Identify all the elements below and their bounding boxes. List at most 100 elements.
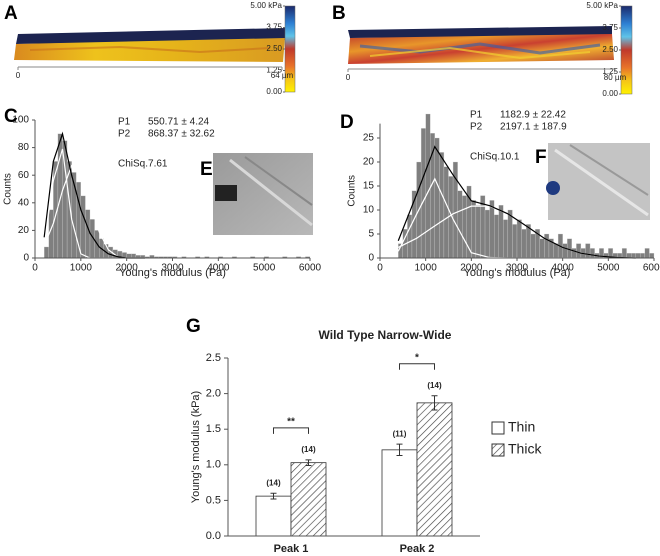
bar	[255, 495, 292, 537]
panel-label: F	[535, 147, 547, 168]
fit-param-name: P2	[470, 122, 483, 133]
histogram-bar	[571, 248, 577, 259]
significance-label: **	[287, 416, 295, 427]
significance-bracket	[399, 363, 435, 370]
cell-image-a	[14, 28, 285, 62]
inset-image-f	[546, 143, 650, 220]
scale-label: 0	[16, 71, 21, 80]
y-tick-label: 0	[368, 253, 374, 264]
cell-image-b	[348, 26, 614, 64]
colorbar-tick-label: 2.50	[602, 45, 618, 54]
y-tick-label: 40	[18, 197, 30, 208]
histogram-bar	[539, 238, 545, 259]
inset-image-e	[213, 153, 313, 235]
x-tick-label: 0	[377, 263, 383, 274]
panel-label: D	[340, 112, 354, 133]
bar	[290, 462, 327, 537]
histogram-bar	[434, 137, 440, 259]
fit-curve	[397, 145, 636, 259]
scale-label: 0	[346, 73, 351, 82]
chart-title: Wild Type Narrow-Wide	[319, 328, 452, 342]
x-tick-label: 2000	[116, 263, 139, 274]
colorbar-tick-label: 3.75	[602, 23, 618, 32]
fit-param-value: 868.37 ± 32.62	[148, 129, 215, 140]
histogram-bar	[530, 233, 536, 259]
colorbar-tick-label: 1.25	[602, 67, 618, 76]
x-tick-label: 5000	[597, 263, 620, 274]
panel-label: A	[4, 3, 18, 24]
y-tick-label: 0.5	[206, 494, 221, 506]
y-axis-title: Counts	[347, 175, 358, 207]
y-tick-label: 20	[18, 225, 30, 236]
colorbar-tick-label: 0.00	[602, 89, 618, 98]
colorbar-tick-label: 5.00 kPa	[586, 1, 618, 10]
x-tick-label: 4000	[207, 263, 230, 274]
x-tick-label: 4000	[552, 263, 575, 274]
histogram-bar	[80, 195, 86, 259]
panel-label: G	[186, 316, 201, 337]
x-tick-label: Peak 1	[274, 543, 309, 555]
histogram-bar	[475, 205, 481, 259]
histogram-bar	[553, 243, 559, 259]
histogram-bar	[131, 253, 136, 259]
histogram-bar	[635, 253, 641, 259]
histogram-bar	[484, 209, 490, 259]
fit-annotation: ChiSq.7.61	[118, 159, 168, 170]
histogram-bar	[503, 219, 509, 259]
colorbar-tick-label: 3.75	[266, 23, 282, 32]
x-tick-label: 6000	[643, 263, 660, 274]
histogram-bar	[562, 243, 568, 259]
y-tick-label: 2.0	[206, 388, 221, 400]
histogram-bar	[494, 214, 499, 259]
y-tick-label: 25	[363, 133, 375, 144]
histogram-bar	[567, 238, 572, 259]
y-tick-label: 2.5	[206, 352, 221, 364]
histogram-bar	[425, 113, 431, 259]
legend-label: Thin	[508, 419, 535, 435]
y-tick-label: 0.0	[206, 530, 221, 542]
histogram-bar	[521, 229, 527, 259]
sample-size-label: (11)	[393, 429, 407, 438]
x-tick-label: 1000	[70, 263, 93, 274]
histogram-bar	[439, 152, 445, 259]
fit-param-name: P2	[118, 129, 131, 140]
histogram-bar	[471, 200, 477, 259]
colorbar-tick-label: 5.00 kPa	[250, 1, 282, 10]
fit-param-value: 550.71 ± 4.24	[148, 117, 210, 128]
fit-annotation: ChiSq.10.1	[470, 152, 520, 163]
colorbar-tick-label: 1.25	[266, 66, 282, 75]
y-tick-label: 1.5	[206, 423, 221, 435]
fit-param-value: 2197.1 ± 187.9	[500, 122, 567, 133]
y-axis-title: Young's modulus (kPa)	[190, 391, 202, 503]
histogram-bar	[640, 253, 646, 259]
x-tick-label: 5000	[253, 263, 276, 274]
legend-label: Thick	[508, 441, 542, 457]
histogram-bar	[443, 166, 449, 259]
histogram-bar	[512, 224, 518, 259]
y-tick-label: 10	[363, 205, 375, 216]
histogram-bar	[480, 195, 486, 259]
sample-size-label: (14)	[266, 478, 281, 487]
histogram-bar	[589, 248, 595, 259]
x-axis-title: Young's modulus (Pa)	[119, 267, 226, 279]
histogram-bar	[507, 209, 513, 259]
error-bar	[396, 443, 403, 457]
sample-size-label: (14)	[427, 381, 442, 390]
histogram-bar	[489, 200, 495, 259]
histogram-bar	[44, 246, 49, 259]
panel-label: B	[332, 3, 346, 24]
y-tick-label: 0	[23, 253, 29, 264]
y-tick-label: 60	[18, 170, 30, 181]
histogram-bar	[644, 248, 650, 259]
histogram-bar	[576, 243, 582, 259]
histogram-bar	[407, 214, 413, 259]
panel-label: C	[4, 106, 18, 127]
x-tick-label: 2000	[460, 263, 483, 274]
y-tick-label: 80	[18, 142, 30, 153]
legend-swatch	[491, 443, 505, 457]
bar	[381, 449, 418, 537]
y-tick-label: 20	[363, 157, 375, 168]
histogram-bar	[420, 128, 426, 259]
x-tick-label: 0	[32, 263, 38, 274]
error-bar	[305, 459, 312, 467]
